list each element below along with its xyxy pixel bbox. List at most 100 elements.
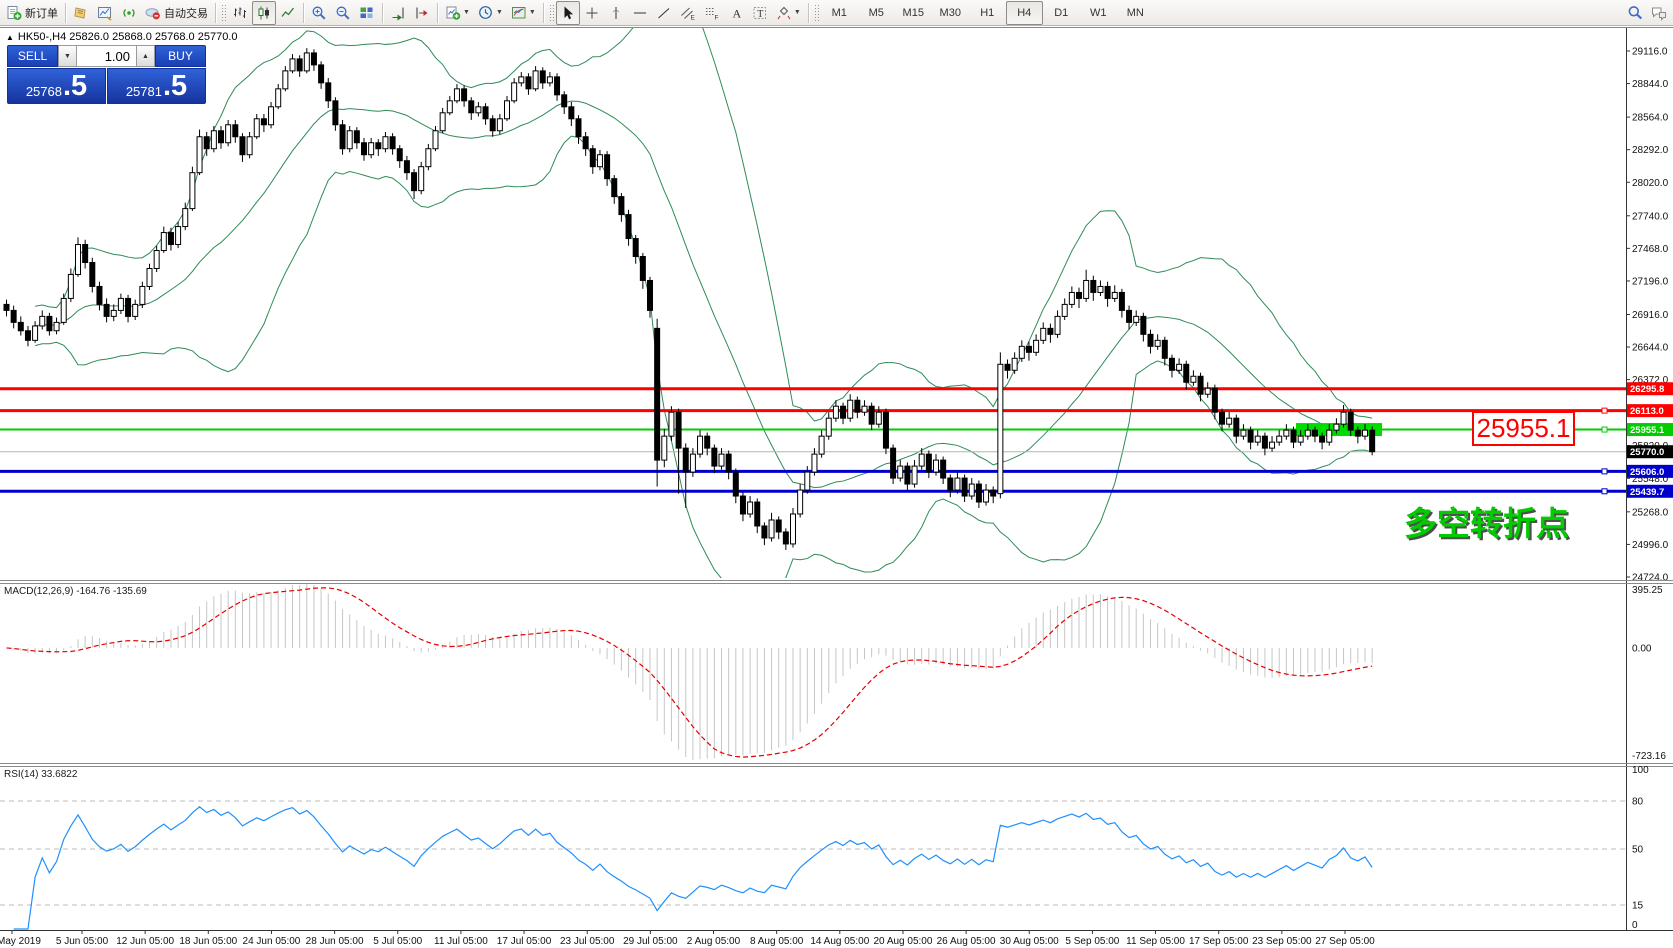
toolbar-grip[interactable] (813, 3, 819, 22)
line-chart-type-button[interactable] (276, 1, 300, 25)
candle-body (575, 118, 582, 138)
dropdown-arrow-icon[interactable]: ▼ (528, 9, 536, 16)
candle-body (825, 417, 832, 437)
equidistant-channel-button[interactable]: E (676, 1, 700, 25)
auto-trading-button[interactable]: 自动交易 (141, 1, 212, 25)
dropdown-arrow-icon[interactable]: ▼ (495, 9, 503, 16)
candle-body (210, 130, 217, 150)
candle-body (475, 106, 482, 114)
sell-button[interactable]: SELL (7, 45, 58, 67)
one-click-toggle-icon[interactable]: ▲ (6, 32, 14, 42)
candle-body (1347, 411, 1354, 431)
sell-price-main: 25768 (25, 84, 62, 99)
zoom-in-button[interactable] (307, 1, 331, 25)
chart-window-button[interactable] (93, 1, 117, 25)
timeframe-M15-button[interactable]: M15 (902, 6, 924, 19)
price-badges: 26295.8 26113.0 25955.1 25606.0 25439.7 25770… (1627, 382, 1673, 498)
volume-input[interactable]: 1.00 (77, 45, 136, 67)
vertical-line-button[interactable] (604, 1, 628, 25)
toolbar-grip[interactable] (548, 3, 554, 22)
candle-body (1304, 429, 1311, 437)
buy-price-pip: .5 (162, 70, 188, 102)
chat-button[interactable] (1647, 1, 1671, 25)
horizontal-line-button[interactable] (628, 1, 652, 25)
svg-text:28292.0: 28292.0 (1632, 145, 1669, 156)
text-button[interactable]: A (724, 1, 748, 25)
cursor-button[interactable] (555, 0, 580, 25)
candle-body (1097, 285, 1104, 293)
text-label-button[interactable]: T (748, 1, 772, 25)
candle-body (1076, 291, 1082, 299)
crosshair-button[interactable] (580, 1, 604, 25)
sell-price[interactable]: 25768 .5 (7, 68, 106, 104)
market-watch-button[interactable] (69, 1, 93, 25)
timeframe-M1-button[interactable]: M1 (831, 6, 847, 19)
search-button[interactable] (1623, 1, 1647, 25)
macd-histogram (13, 584, 1373, 760)
candle-body (1161, 339, 1168, 359)
volume-down-button[interactable]: ▼ (58, 45, 77, 67)
bar-chart-type-button[interactable] (228, 1, 252, 25)
candle-body (1111, 291, 1118, 299)
candle-body (1018, 345, 1025, 359)
candle-body (260, 118, 267, 126)
chat-icon (1652, 7, 1666, 21)
timeframe-W1-button[interactable]: W1 (1090, 6, 1107, 19)
candle-body (1297, 435, 1304, 443)
candle-body (1083, 279, 1090, 299)
signals-button[interactable] (117, 1, 141, 25)
candle-body (639, 256, 646, 281)
templates-button[interactable]: ▼ (507, 1, 540, 25)
line-handle[interactable] (1601, 407, 1608, 414)
line-handle[interactable] (1601, 488, 1608, 495)
timeframe-D1-button[interactable]: D1 (1054, 6, 1069, 19)
dropdown-arrow-icon[interactable]: ▼ (793, 9, 801, 16)
timeframe-H4-button[interactable]: H4 (1005, 0, 1043, 25)
candle-body (1118, 291, 1125, 311)
line-handle[interactable] (1601, 426, 1608, 433)
indicators-button[interactable]: ▼ (441, 1, 474, 25)
candle-body (768, 519, 775, 539)
dropdown-arrow-icon[interactable]: ▼ (463, 9, 470, 16)
macd-indicator-label: MACD(12,26,9) -164.76 -135.69 (4, 586, 147, 597)
zoom-out-button[interactable] (331, 1, 355, 25)
auto-scroll-button[interactable] (386, 1, 410, 25)
text-label-icon: T (753, 6, 766, 20)
timeframe-MN-button[interactable]: MN (1126, 6, 1144, 19)
candle-body (239, 136, 246, 156)
buy-price[interactable]: 25781 .5 (107, 68, 206, 104)
trendline-button[interactable] (652, 1, 676, 25)
volume-up-button[interactable]: ▲ (136, 45, 155, 67)
tile-windows-button[interactable] (355, 1, 379, 25)
price-level-text-box[interactable]: 25955.1 (1472, 411, 1575, 446)
time-label: 11 Jul 05:00 (434, 936, 488, 947)
timeframe-M5-button[interactable]: M5 (868, 6, 884, 19)
time-label: 23 Sep 05:00 (1252, 936, 1312, 947)
candle-chart-type-button[interactable] (252, 0, 276, 25)
timeframe-M30-button[interactable]: M30 (939, 6, 961, 19)
toolbar-grip[interactable] (221, 3, 226, 22)
candle-body (325, 82, 332, 102)
arrows-button[interactable]: ▼ (772, 1, 805, 25)
chart-shift-button[interactable] (410, 1, 434, 25)
time-axis: 30 May 2019 5 Jun 05:00 12 Jun 05:00 18 Jun… (0, 930, 1673, 947)
periods-button[interactable]: ▼ (474, 1, 507, 25)
candle-body (117, 297, 124, 311)
line-handle[interactable] (1601, 468, 1608, 475)
new-order-button[interactable]: 新订单 (2, 1, 62, 25)
candle-body (568, 106, 575, 120)
candle-body (246, 136, 253, 156)
timeframe-H1-button[interactable]: H1 (980, 6, 995, 19)
candle-body (1233, 417, 1240, 437)
svg-text:27740.0: 27740.0 (1632, 211, 1669, 222)
bar-chart-type-icon (234, 7, 246, 18)
buy-button[interactable]: BUY (155, 45, 206, 67)
turning-point-annotation[interactable]: 多空转折点 (1404, 505, 1569, 542)
rsi-indicator-label: RSI(14) 33.6822 (4, 769, 78, 780)
candle-body (682, 447, 689, 473)
time-label: 23 Jul 05:00 (560, 936, 615, 947)
indicators-icon (446, 6, 461, 20)
candle-body (132, 303, 139, 317)
fibonacci-button[interactable]: F (700, 1, 724, 25)
